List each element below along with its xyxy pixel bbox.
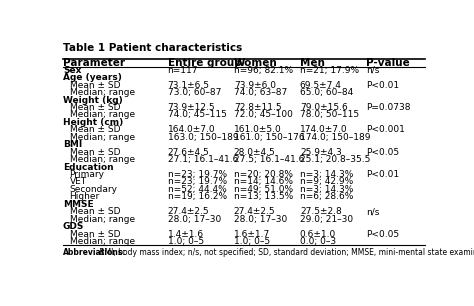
- Text: 163.0; 150–189: 163.0; 150–189: [168, 133, 238, 142]
- Text: Primary: Primary: [70, 170, 105, 179]
- Text: Mean ± SD: Mean ± SD: [70, 148, 120, 157]
- Text: 1.4±1.6: 1.4±1.6: [168, 230, 204, 239]
- Text: Mean ± SD: Mean ± SD: [70, 207, 120, 216]
- Text: Parameter: Parameter: [63, 58, 125, 68]
- Text: MMSE: MMSE: [63, 200, 93, 209]
- Text: P=0.0738: P=0.0738: [366, 103, 410, 112]
- Text: Mean ± SD: Mean ± SD: [70, 230, 120, 239]
- Text: P<0.001: P<0.001: [366, 125, 405, 134]
- Text: n=19; 16.2%: n=19; 16.2%: [168, 192, 227, 201]
- Text: 73.1±6.5: 73.1±6.5: [168, 81, 210, 90]
- Text: n=6; 28.6%: n=6; 28.6%: [300, 192, 353, 201]
- Text: Height (cm): Height (cm): [63, 118, 123, 127]
- Text: 27.5; 16.1–41.6: 27.5; 16.1–41.6: [234, 155, 304, 164]
- Text: 78.0; 50–115: 78.0; 50–115: [300, 110, 359, 119]
- Text: 28.0; 17–30: 28.0; 17–30: [234, 215, 287, 224]
- Text: n=14; 14.6%: n=14; 14.6%: [234, 177, 293, 186]
- Text: 73.9±12.5: 73.9±12.5: [168, 103, 215, 112]
- Text: Entire group: Entire group: [168, 58, 241, 68]
- Text: n/s: n/s: [366, 66, 379, 75]
- Text: 27.5±2.8: 27.5±2.8: [300, 207, 342, 216]
- Text: 27.4±2.5: 27.4±2.5: [168, 207, 209, 216]
- Text: P<0.01: P<0.01: [366, 170, 399, 179]
- Text: Sex: Sex: [63, 66, 82, 75]
- Text: 164.0±7.0: 164.0±7.0: [168, 125, 215, 134]
- Text: BMI: BMI: [63, 140, 82, 149]
- Text: Abbreviations:: Abbreviations:: [63, 248, 127, 257]
- Text: 65.0; 60–84: 65.0; 60–84: [300, 88, 353, 97]
- Text: n=117: n=117: [168, 66, 198, 75]
- Text: n/s: n/s: [366, 207, 379, 216]
- Text: Weight (kg): Weight (kg): [63, 95, 123, 105]
- Text: Median; range: Median; range: [70, 155, 135, 164]
- Text: 1.6±1.7: 1.6±1.7: [234, 230, 270, 239]
- Text: P<0.05: P<0.05: [366, 148, 399, 157]
- Text: 73.0; 60–87: 73.0; 60–87: [168, 88, 221, 97]
- Text: 174.0±7.0: 174.0±7.0: [300, 125, 347, 134]
- Text: P<0.05: P<0.05: [366, 230, 399, 239]
- Text: 28.0; 17–30: 28.0; 17–30: [168, 215, 221, 224]
- Text: P<0.01: P<0.01: [366, 81, 399, 90]
- Text: Mean ± SD: Mean ± SD: [70, 103, 120, 112]
- Text: 28.0±4.5: 28.0±4.5: [234, 148, 275, 157]
- Text: n=3; 14.3%: n=3; 14.3%: [300, 185, 353, 194]
- Text: n=96; 82.1%: n=96; 82.1%: [234, 66, 293, 75]
- Text: Table 1 Patient characteristics: Table 1 Patient characteristics: [63, 43, 242, 53]
- Text: n=21; 17.9%: n=21; 17.9%: [300, 66, 359, 75]
- Text: 174.0; 150–189: 174.0; 150–189: [300, 133, 370, 142]
- Text: Median; range: Median; range: [70, 215, 135, 224]
- Text: BMI, body mass index; n/s, not specified; SD, standard deviation; MMSE, mini-men: BMI, body mass index; n/s, not specified…: [97, 248, 474, 257]
- Text: n=13; 13.5%: n=13; 13.5%: [234, 192, 293, 201]
- Text: Mean ± SD: Mean ± SD: [70, 125, 120, 134]
- Text: 72.8±11.5: 72.8±11.5: [234, 103, 282, 112]
- Text: 69.5±7.4: 69.5±7.4: [300, 81, 342, 90]
- Text: 74.0; 63–87: 74.0; 63–87: [234, 88, 287, 97]
- Text: 27.4±2.5: 27.4±2.5: [234, 207, 275, 216]
- Text: GDS: GDS: [63, 222, 84, 231]
- Text: 79.0±15.6: 79.0±15.6: [300, 103, 347, 112]
- Text: 72.0; 45–100: 72.0; 45–100: [234, 110, 292, 119]
- Text: Mean ± SD: Mean ± SD: [70, 81, 120, 90]
- Text: n=52; 44.4%: n=52; 44.4%: [168, 185, 227, 194]
- Text: Higher: Higher: [70, 192, 100, 201]
- Text: 73.9±6.0: 73.9±6.0: [234, 81, 276, 90]
- Text: 1.0; 0–5: 1.0; 0–5: [168, 237, 204, 246]
- Text: 0.0; 0–3: 0.0; 0–3: [300, 237, 336, 246]
- Text: 1.0; 0–5: 1.0; 0–5: [234, 237, 270, 246]
- Text: 25.9±4.3: 25.9±4.3: [300, 148, 342, 157]
- Text: 161.0±5.0: 161.0±5.0: [234, 125, 282, 134]
- Text: Education: Education: [63, 162, 114, 172]
- Text: 161.0; 150–176: 161.0; 150–176: [234, 133, 304, 142]
- Text: 27.6±4.5: 27.6±4.5: [168, 148, 210, 157]
- Text: Median; range: Median; range: [70, 237, 135, 246]
- Text: P-value: P-value: [366, 58, 410, 68]
- Text: VET: VET: [70, 177, 87, 186]
- Text: Women: Women: [234, 58, 277, 68]
- Text: 27.1; 16.1–41.6: 27.1; 16.1–41.6: [168, 155, 238, 164]
- Text: Median; range: Median; range: [70, 110, 135, 119]
- Text: n=23; 19.7%: n=23; 19.7%: [168, 177, 227, 186]
- Text: n=23; 19.7%: n=23; 19.7%: [168, 170, 227, 179]
- Text: 25.1; 20.8–35.5: 25.1; 20.8–35.5: [300, 155, 370, 164]
- Text: n=9; 42.9%: n=9; 42.9%: [300, 177, 353, 186]
- Text: Age (years): Age (years): [63, 73, 122, 82]
- Text: Median; range: Median; range: [70, 133, 135, 142]
- Text: n=20; 20.8%: n=20; 20.8%: [234, 170, 293, 179]
- Text: n=49; 51.0%: n=49; 51.0%: [234, 185, 293, 194]
- Text: Men: Men: [300, 58, 325, 68]
- Text: n=3; 14.3%: n=3; 14.3%: [300, 170, 353, 179]
- Text: 74.0; 45–115: 74.0; 45–115: [168, 110, 227, 119]
- Text: Median; range: Median; range: [70, 88, 135, 97]
- Text: Secondary: Secondary: [70, 185, 118, 194]
- Text: 29.0; 21–30: 29.0; 21–30: [300, 215, 353, 224]
- Text: 0.6±1.0: 0.6±1.0: [300, 230, 336, 239]
